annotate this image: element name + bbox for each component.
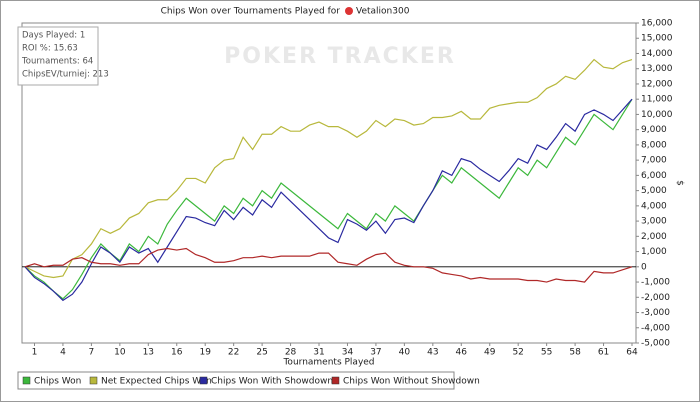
- y-tick-label: 1,000: [641, 247, 667, 257]
- x-tick-label: 43: [427, 348, 438, 358]
- player-icon: [345, 7, 353, 15]
- legend-label: Chips Won Without Showdown: [343, 377, 480, 387]
- y-tick-label: 2,000: [641, 232, 667, 242]
- y-tick-label: 7,000: [641, 156, 667, 166]
- x-tick-label: 37: [370, 348, 381, 358]
- y-tick-label: 13,000: [641, 64, 673, 74]
- x-tick-label: 61: [598, 348, 609, 358]
- x-tick-label: 25: [256, 348, 267, 358]
- y-tick-label: -2,000: [641, 293, 670, 303]
- y-tick-label: -1,000: [641, 278, 670, 288]
- legend: Chips Won Net Expected Chips Won Chips Won…: [17, 371, 480, 390]
- legend-label: Chips Won With Showdown: [211, 377, 333, 387]
- y-tick-label: 6,000: [641, 171, 667, 181]
- info-line: ChipsEV/turniej: 213: [22, 70, 109, 80]
- x-tick-label: 34: [342, 348, 354, 358]
- x-axis-label: Tournaments Played: [282, 358, 374, 368]
- x-tick-label: 64: [626, 348, 638, 358]
- y-tick-label: 9,000: [641, 125, 667, 135]
- series-line: [24, 98, 633, 302]
- legend-swatch: [199, 376, 208, 385]
- x-tick-label: 4: [60, 348, 66, 358]
- y-tick-label: 4,000: [641, 201, 667, 211]
- chart-title: Chips Won over Tournaments Played for: [161, 7, 341, 17]
- x-tick-label: 58: [569, 348, 581, 358]
- legend-frame: [17, 371, 455, 390]
- legend-label: Chips Won: [34, 377, 81, 387]
- y-tick-label: 15,000: [641, 34, 673, 44]
- y-axis-label: $: [675, 180, 685, 186]
- series-line: [24, 247, 633, 283]
- x-tick-label: 52: [512, 348, 523, 358]
- info-box: Days Played: 1 ROI %: 15.63 Tournaments: 6…: [17, 26, 109, 86]
- x-tick-label: 49: [484, 348, 496, 358]
- legend-swatch: [22, 376, 31, 385]
- y-tick-label: 3,000: [641, 217, 667, 227]
- y-tick-label: 10,000: [641, 110, 673, 120]
- y-tick-label: 8,000: [641, 140, 667, 150]
- y-tick-label: -3,000: [641, 308, 670, 318]
- info-line: ROI %: 15.63: [22, 44, 78, 54]
- x-tick-label: 31: [313, 348, 324, 358]
- series-line: [24, 98, 633, 300]
- y-tick-label: 0: [641, 262, 647, 272]
- x-tick-label: 55: [541, 348, 552, 358]
- player-name: Vetalion300: [356, 7, 410, 17]
- y-tick-label: 5,000: [641, 186, 667, 196]
- info-line: Tournaments: 64: [21, 57, 93, 67]
- watermark: POKER TRACKER: [224, 44, 456, 69]
- series-line: [24, 58, 633, 279]
- x-tick-label: 19: [199, 348, 211, 358]
- x-tick-label: 1: [32, 348, 38, 358]
- info-frame: [17, 26, 99, 86]
- legend-swatch: [89, 376, 98, 385]
- info-line: Days Played: 1: [22, 31, 85, 41]
- x-tick-label: 28: [285, 348, 297, 358]
- y-tick-label: -5,000: [641, 339, 670, 349]
- y-tick-label: 16,000: [641, 19, 673, 29]
- plot-frame: [21, 22, 637, 344]
- x-tick-label: 40: [399, 348, 411, 358]
- y-tick-label: -4,000: [641, 323, 670, 333]
- x-tick-label: 10: [114, 348, 126, 358]
- x-tick-label: 22: [228, 348, 239, 358]
- y-tick-label: 14,000: [641, 49, 673, 59]
- x-tick-label: 46: [456, 348, 468, 358]
- y-tick-label: 12,000: [641, 79, 673, 89]
- x-tick-label: 16: [171, 348, 183, 358]
- x-tick-label: 13: [143, 348, 154, 358]
- x-tick-label: 7: [89, 348, 95, 358]
- legend-swatch: [331, 376, 340, 385]
- legend-label: Net Expected Chips Won: [101, 377, 212, 387]
- y-tick-label: 11,000: [641, 95, 673, 105]
